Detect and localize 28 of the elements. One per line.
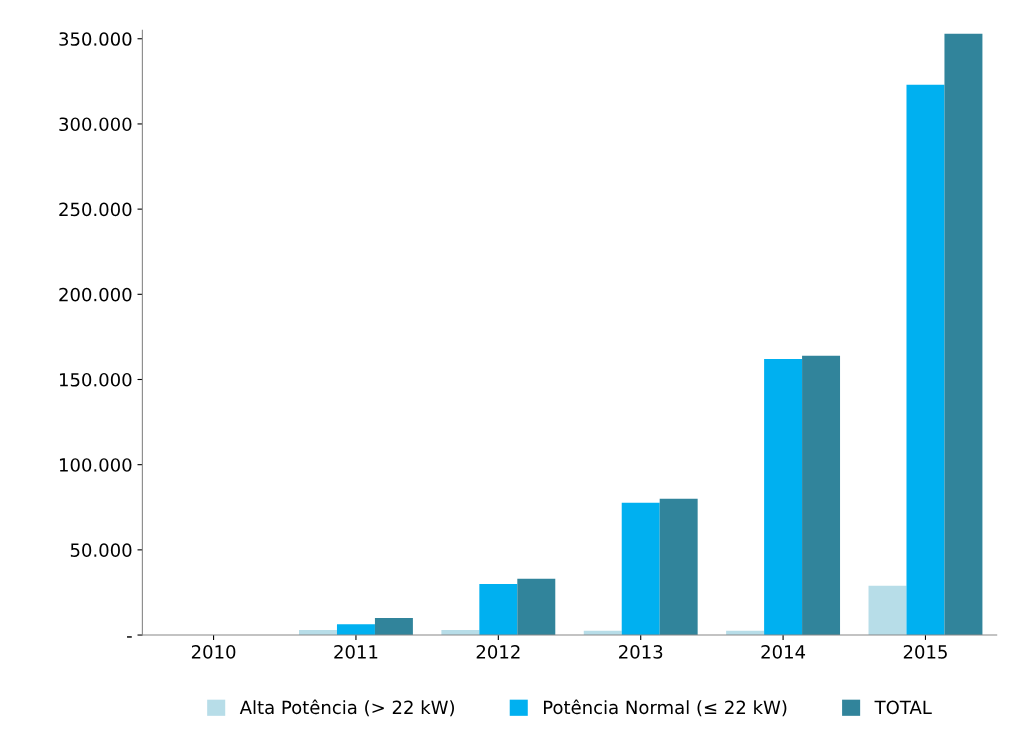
x-tick-label: 2012 bbox=[476, 645, 520, 659]
x-tick-label: 2015 bbox=[903, 645, 947, 659]
y-tick-label: 100.000 bbox=[59, 458, 132, 472]
bar bbox=[479, 583, 518, 636]
legend-label: Potência Normal (≤ 22 kW) bbox=[543, 699, 787, 717]
bar bbox=[868, 585, 907, 636]
bar bbox=[906, 84, 945, 636]
y-tick-label: 350.000 bbox=[59, 32, 132, 46]
x-tick-label: 2010 bbox=[191, 645, 236, 659]
legend-label: Alta Potência (> 22 kW) bbox=[239, 699, 455, 717]
x-tick-label: 2011 bbox=[334, 645, 378, 659]
bar bbox=[517, 578, 556, 636]
bar bbox=[764, 359, 803, 636]
bar bbox=[374, 618, 413, 636]
x-tick-label: 2014 bbox=[761, 645, 806, 659]
bar bbox=[336, 624, 375, 636]
y-tick-label: 150.000 bbox=[59, 372, 132, 387]
y-tick-label: 50.000 bbox=[70, 543, 132, 557]
bar bbox=[802, 355, 841, 636]
y-tick-label: 300.000 bbox=[59, 117, 132, 132]
y-tick-label: - bbox=[127, 636, 132, 638]
bar bbox=[621, 502, 660, 636]
legend-label: TOTAL bbox=[874, 700, 932, 715]
y-tick-label: 250.000 bbox=[59, 202, 132, 217]
bar bbox=[659, 498, 698, 636]
y-tick-label: 200.000 bbox=[59, 287, 132, 302]
x-tick-label: 2013 bbox=[619, 645, 663, 659]
bar bbox=[944, 33, 983, 636]
